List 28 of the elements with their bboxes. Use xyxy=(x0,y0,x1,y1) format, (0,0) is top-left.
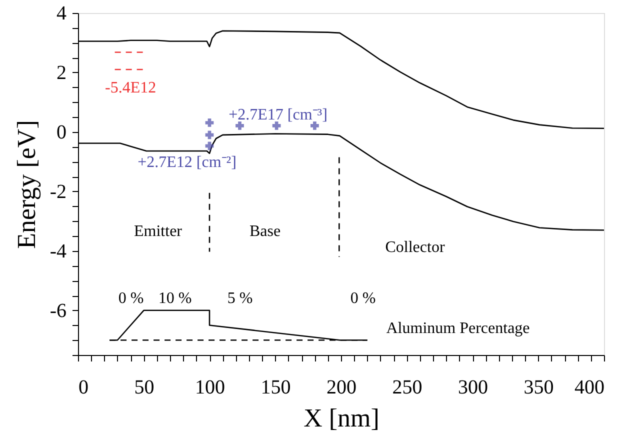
annotation: Aluminum Percentage xyxy=(386,320,530,337)
x-tick-label: 100 xyxy=(195,376,225,398)
annotation: Emitter xyxy=(134,223,183,240)
y-tick-label: -4 xyxy=(50,240,66,262)
y-tick-label: 2 xyxy=(56,62,66,84)
y-tick-label: 0 xyxy=(56,121,66,144)
annotation: 5 % xyxy=(227,290,253,307)
annotation: +2.7E17 [cm⁻³] xyxy=(228,106,328,124)
x-tick-label: 150 xyxy=(260,376,291,398)
annotation: 0 % xyxy=(350,290,376,307)
x-tick-label: 300 xyxy=(458,376,488,398)
y-axis-title: Energy [eV] xyxy=(12,120,41,249)
x-tick-label: 200 xyxy=(326,376,356,398)
y-tick-label: 4 xyxy=(56,2,66,24)
annotation: +2.7E12 [cm⁻²] xyxy=(138,154,236,171)
y-tick-label: -6 xyxy=(50,300,66,322)
annotation: Collector xyxy=(385,239,446,256)
y-tick-label: -2 xyxy=(50,180,66,203)
annotation: 0 % xyxy=(118,290,144,307)
x-tick-label: 250 xyxy=(392,376,422,398)
x-tick-label: 0 xyxy=(78,376,88,398)
x-tick-label: 350 xyxy=(524,376,554,398)
annotation: -5.4E12 xyxy=(105,79,156,96)
annotation: Base xyxy=(249,223,281,240)
x-axis-title: X [nm] xyxy=(304,404,380,432)
x-tick-label: 400 xyxy=(574,376,604,398)
x-tick-label: 50 xyxy=(134,376,154,398)
annotation: 10 % xyxy=(158,290,192,307)
